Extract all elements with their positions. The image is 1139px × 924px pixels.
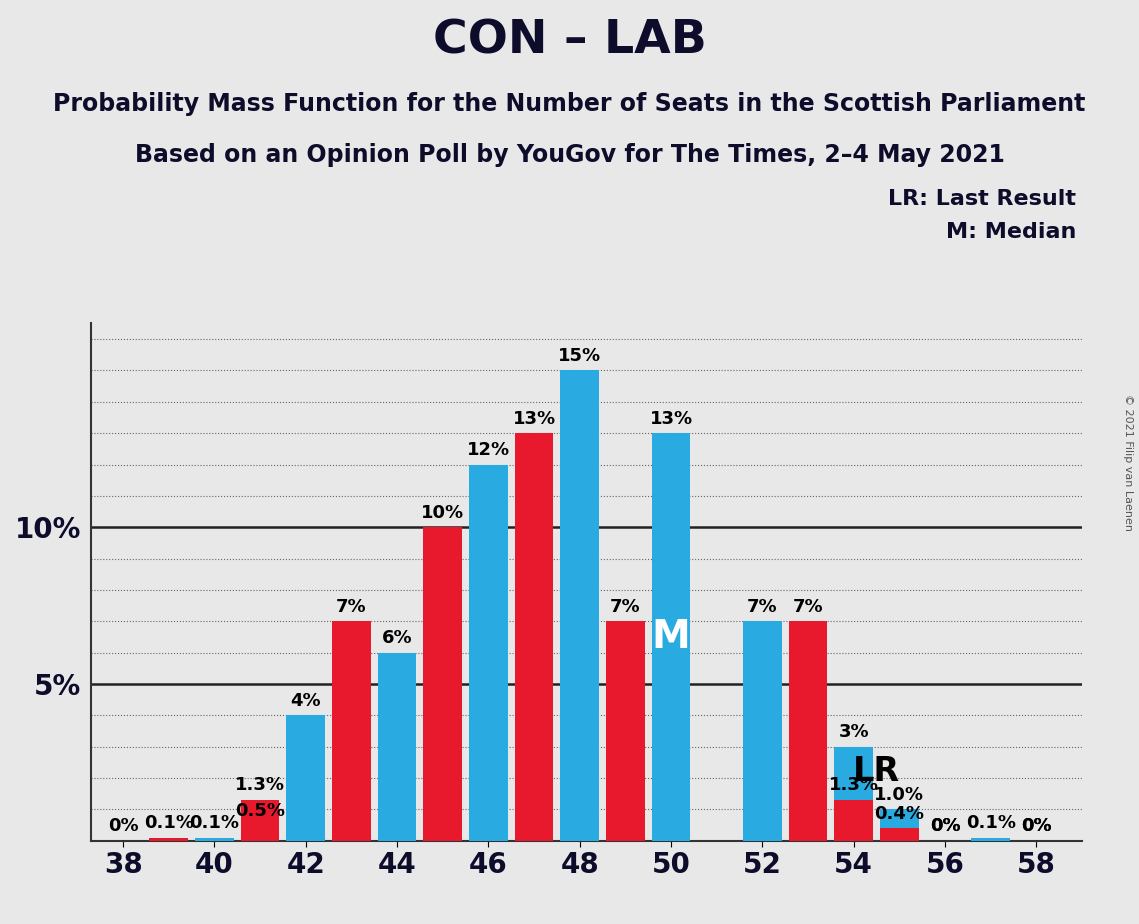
Text: 1.0%: 1.0% [875,785,925,804]
Bar [972,838,1010,841]
Text: 13%: 13% [513,409,556,428]
Bar [515,433,554,841]
Text: M: Median: M: Median [947,222,1076,242]
Text: LR: LR [853,755,900,788]
Text: 3%: 3% [838,723,869,741]
Bar [469,465,508,841]
Text: CON – LAB: CON – LAB [433,18,706,64]
Text: 12%: 12% [467,441,510,459]
Text: 0.5%: 0.5% [235,801,285,820]
Text: Based on an Opinion Poll by YouGov for The Times, 2–4 May 2021: Based on an Opinion Poll by YouGov for T… [134,143,1005,167]
Bar [240,800,279,841]
Text: 10%: 10% [421,504,465,521]
Bar [240,825,279,841]
Text: Probability Mass Function for the Number of Seats in the Scottish Parliament: Probability Mass Function for the Number… [54,92,1085,116]
Bar [149,838,188,841]
Bar [331,621,371,841]
Bar [606,621,645,841]
Text: 0.4%: 0.4% [875,805,925,822]
Bar [286,715,325,841]
Bar [424,528,462,841]
Text: 7%: 7% [747,598,778,615]
Text: 1.3%: 1.3% [235,776,285,795]
Text: 4%: 4% [290,692,321,710]
Text: 0%: 0% [1021,817,1051,835]
Text: 13%: 13% [649,409,693,428]
Bar [378,652,417,841]
Text: © 2021 Filip van Laenen: © 2021 Filip van Laenen [1123,394,1133,530]
Bar [834,747,874,841]
Text: 7%: 7% [336,598,367,615]
Text: 1.3%: 1.3% [829,776,878,795]
Text: 0%: 0% [929,817,960,835]
Bar [880,828,919,841]
Text: 0.1%: 0.1% [144,814,194,832]
Text: 0.1%: 0.1% [966,814,1016,832]
Text: 7%: 7% [793,598,823,615]
Bar [834,800,874,841]
Text: 0%: 0% [108,817,139,835]
Bar [743,621,781,841]
Text: 6%: 6% [382,629,412,647]
Text: 0%: 0% [1021,817,1051,835]
Bar [880,809,919,841]
Bar [195,838,233,841]
Text: M: M [652,618,690,656]
Text: 0.1%: 0.1% [189,814,239,832]
Text: LR: Last Result: LR: Last Result [888,189,1076,210]
Text: 15%: 15% [558,346,601,365]
Bar [652,433,690,841]
Text: 0%: 0% [929,817,960,835]
Text: 7%: 7% [611,598,641,615]
Bar [788,621,827,841]
Bar [560,371,599,841]
